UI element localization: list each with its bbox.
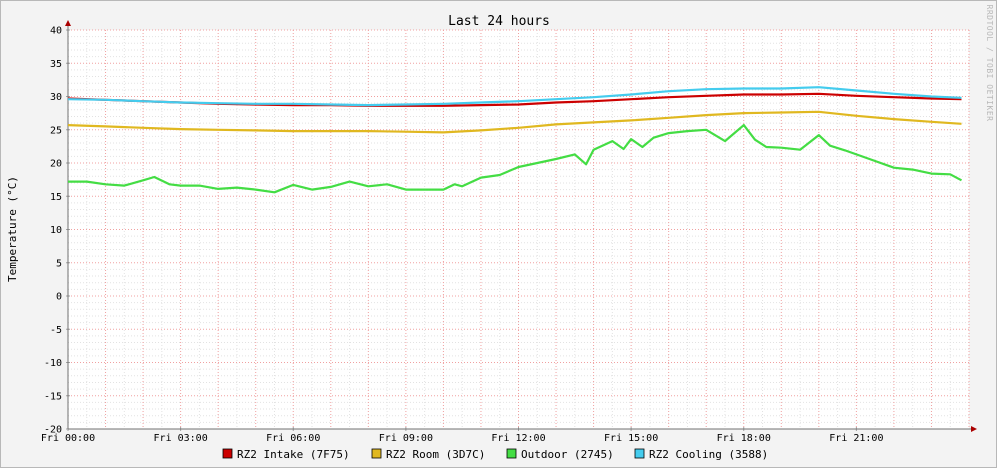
watermark: RRDTOOL / TOBI OETIKER [985, 5, 994, 122]
series-line-1 [67, 110, 962, 134]
y-tick-label: -20 [44, 425, 62, 436]
legend-label-0: RZ2 Intake (7F75) [237, 448, 350, 461]
x-tick-label: Fri 00:00 [41, 433, 95, 444]
chart-title: Last 24 hours [448, 14, 550, 29]
legend-label-1: RZ2 Room (3D7C) [386, 448, 485, 461]
y-tick-label: 25 [50, 125, 62, 136]
y-tick-label: 0 [56, 292, 62, 303]
y-tick-label: -15 [44, 391, 62, 402]
legend-swatch-2 [506, 448, 517, 459]
grid [67, 29, 970, 430]
y-tick-label: -10 [44, 358, 62, 369]
y-tick-label: -5 [50, 325, 62, 336]
x-tick-label: Fri 09:00 [379, 433, 433, 444]
x-tick-label: Fri 06:00 [266, 433, 320, 444]
legend-swatch-0 [222, 448, 233, 459]
legend-swatch-3 [634, 448, 645, 459]
series-line-2 [68, 123, 963, 194]
x-tick-label: Fri 15:00 [604, 433, 658, 444]
y-tick-label: 30 [50, 92, 62, 103]
x-tick-label: Fri 12:00 [491, 433, 545, 444]
y-tick-label: 10 [50, 225, 62, 236]
y-tick-label: 20 [50, 159, 62, 170]
y-tick-label: 35 [50, 59, 62, 70]
series-lines [67, 86, 963, 194]
x-tick-label: Fri 18:00 [717, 433, 771, 444]
y-tick-label: 15 [50, 192, 62, 203]
y-axis-arrow [65, 20, 71, 26]
legend-label-3: RZ2 Cooling (3588) [649, 448, 768, 461]
series-line-3 [67, 86, 962, 107]
y-axis-label: Temperature (°C) [6, 176, 19, 282]
legend: RZ2 Intake (7F75) RZ2 Room (3D7C) Outdoor … [222, 448, 768, 461]
y-tick-label: 40 [50, 26, 62, 37]
legend-label-2: Outdoor (2745) [521, 448, 614, 461]
x-tick-label: Fri 21:00 [829, 433, 883, 444]
y-tick-label: 5 [56, 258, 62, 269]
x-axis-arrow [971, 426, 977, 432]
legend-swatch-1 [371, 448, 382, 459]
x-tick-label: Fri 03:00 [154, 433, 208, 444]
